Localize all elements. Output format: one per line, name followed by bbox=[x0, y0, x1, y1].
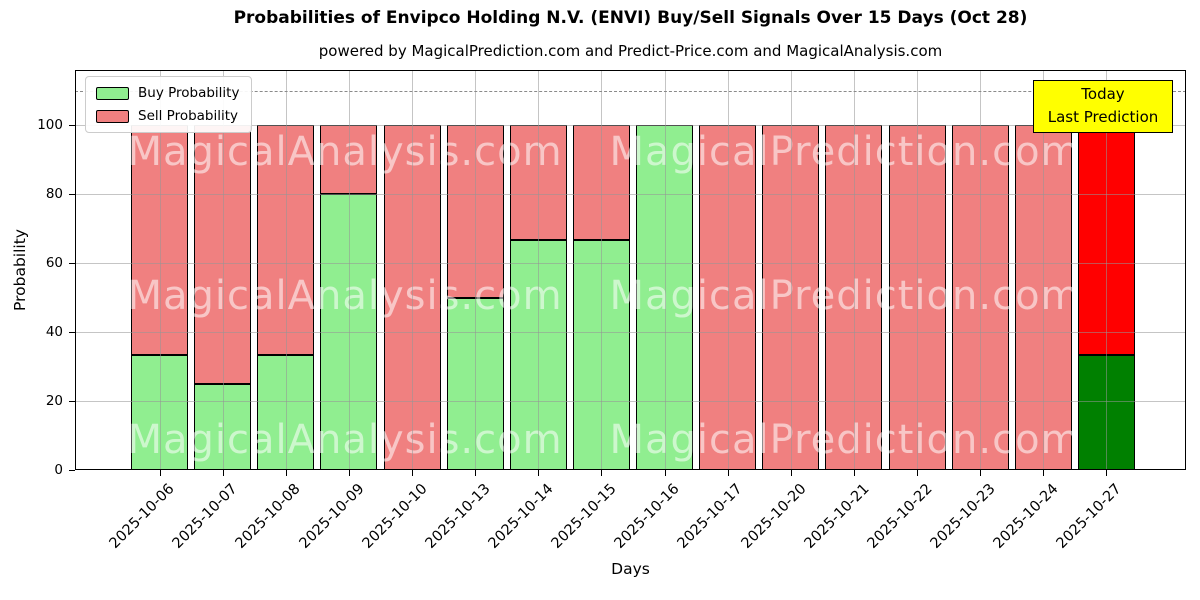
x-tick-mark bbox=[538, 470, 540, 476]
x-tick-label-text: 2025-10-20 bbox=[738, 481, 810, 552]
watermark-text: MagicalAnalysis.com bbox=[127, 417, 563, 463]
x-tick-mark bbox=[790, 470, 792, 476]
x-gridline bbox=[1043, 70, 1045, 470]
x-gridline bbox=[222, 70, 224, 470]
y-gridline-80 bbox=[75, 194, 1186, 195]
x-tick-label-text: 2025-10-08 bbox=[233, 481, 305, 552]
x-tick-label-text: 2025-10-09 bbox=[296, 481, 368, 552]
x-tick-mark bbox=[475, 470, 477, 476]
x-tick-mark bbox=[727, 470, 729, 476]
x-gridline bbox=[664, 70, 666, 470]
x-tick-label-text: 2025-10-13 bbox=[422, 481, 494, 552]
x-tick-mark bbox=[285, 470, 287, 476]
legend-item-buy: Buy Probability bbox=[96, 85, 239, 101]
x-gridline bbox=[980, 70, 982, 470]
x-gridline bbox=[348, 70, 350, 470]
y-tick-label: 60 bbox=[45, 255, 63, 271]
x-gridline bbox=[285, 70, 287, 470]
y-tick-label: 100 bbox=[37, 117, 63, 133]
x-tick-mark bbox=[1106, 470, 1108, 476]
x-tick-mark bbox=[348, 470, 350, 476]
y-tick-mark bbox=[69, 194, 75, 195]
y-tick-mark bbox=[69, 401, 75, 402]
x-tick-label-text: 2025-10-10 bbox=[359, 481, 431, 552]
x-gridline bbox=[601, 70, 603, 470]
y-tick-label: 20 bbox=[45, 393, 63, 409]
x-gridline bbox=[1106, 70, 1108, 470]
y-tick-mark bbox=[69, 332, 75, 333]
x-tick-label-text: 2025-10-16 bbox=[611, 481, 683, 552]
chart-legend: Buy Probability Sell Probability bbox=[85, 76, 253, 133]
x-tick-mark bbox=[159, 470, 161, 476]
y-gridline-60 bbox=[75, 263, 1186, 264]
legend-label-sell: Sell Probability bbox=[138, 108, 239, 124]
x-gridline bbox=[475, 70, 477, 470]
legend-label-buy: Buy Probability bbox=[138, 85, 240, 101]
y-gridline-100 bbox=[75, 125, 1186, 126]
x-gridline bbox=[538, 70, 540, 470]
x-tick-label-text: 2025-10-22 bbox=[864, 481, 936, 552]
y-tick-mark bbox=[69, 470, 75, 471]
x-tick-mark bbox=[412, 470, 414, 476]
y-gridline-40 bbox=[75, 332, 1186, 333]
x-tick-label-text: 2025-10-07 bbox=[170, 481, 241, 552]
x-tick-mark bbox=[853, 470, 855, 476]
y-gridline-20 bbox=[75, 401, 1186, 402]
watermark-text: MagicalPrediction.com bbox=[609, 273, 1081, 319]
x-gridline bbox=[727, 70, 729, 470]
x-tick-label-text: 2025-10-27 bbox=[1053, 481, 1125, 552]
x-tick-label-text: 2025-10-23 bbox=[927, 481, 999, 552]
watermark-text: MagicalPrediction.com bbox=[609, 417, 1081, 463]
x-gridline bbox=[412, 70, 414, 470]
x-tick-mark bbox=[601, 470, 603, 476]
today-annotation-line2: Last Prediction bbox=[1047, 108, 1159, 127]
today-annotation: Today Last Prediction bbox=[1033, 80, 1173, 133]
x-tick-mark bbox=[222, 470, 224, 476]
x-gridline bbox=[790, 70, 792, 470]
x-axis-label: Days bbox=[611, 560, 650, 578]
x-gridline bbox=[917, 70, 919, 470]
buy-swatch-icon bbox=[96, 86, 129, 100]
x-tick-mark bbox=[980, 470, 982, 476]
watermark-text: MagicalPrediction.com bbox=[609, 129, 1081, 175]
x-tick-label-text: 2025-10-24 bbox=[990, 481, 1062, 552]
y-axis-label: Probability bbox=[11, 229, 29, 311]
today-annotation-line1: Today bbox=[1081, 85, 1125, 103]
chart-subtitle: powered by MagicalPrediction.com and Pre… bbox=[318, 42, 943, 60]
x-gridline bbox=[159, 70, 161, 470]
y-tick-mark bbox=[69, 125, 75, 126]
x-tick-label-text: 2025-10-06 bbox=[106, 481, 178, 552]
dashed-threshold-line bbox=[75, 90, 1186, 92]
y-tick-label: 80 bbox=[45, 186, 63, 202]
legend-item-sell: Sell Probability bbox=[96, 108, 239, 124]
x-tick-label-text: 2025-10-21 bbox=[801, 481, 873, 552]
watermark-text: MagicalAnalysis.com bbox=[127, 129, 563, 175]
x-tick-mark bbox=[917, 470, 919, 476]
y-tick-label: 0 bbox=[54, 462, 63, 478]
sell-swatch-icon bbox=[96, 109, 129, 123]
x-tick-label-text: 2025-10-14 bbox=[485, 481, 557, 552]
x-tick-label-text: 2025-10-15 bbox=[548, 481, 620, 552]
x-tick-mark bbox=[664, 470, 666, 476]
x-tick-label-text: 2025-10-17 bbox=[675, 481, 746, 552]
x-gridline bbox=[853, 70, 855, 470]
y-tick-mark bbox=[69, 263, 75, 264]
chart-title: Probabilities of Envipco Holding N.V. (E… bbox=[233, 8, 1028, 28]
watermark-text: MagicalAnalysis.com bbox=[127, 273, 563, 319]
y-tick-label: 40 bbox=[45, 324, 63, 340]
x-tick-mark bbox=[1043, 470, 1045, 476]
